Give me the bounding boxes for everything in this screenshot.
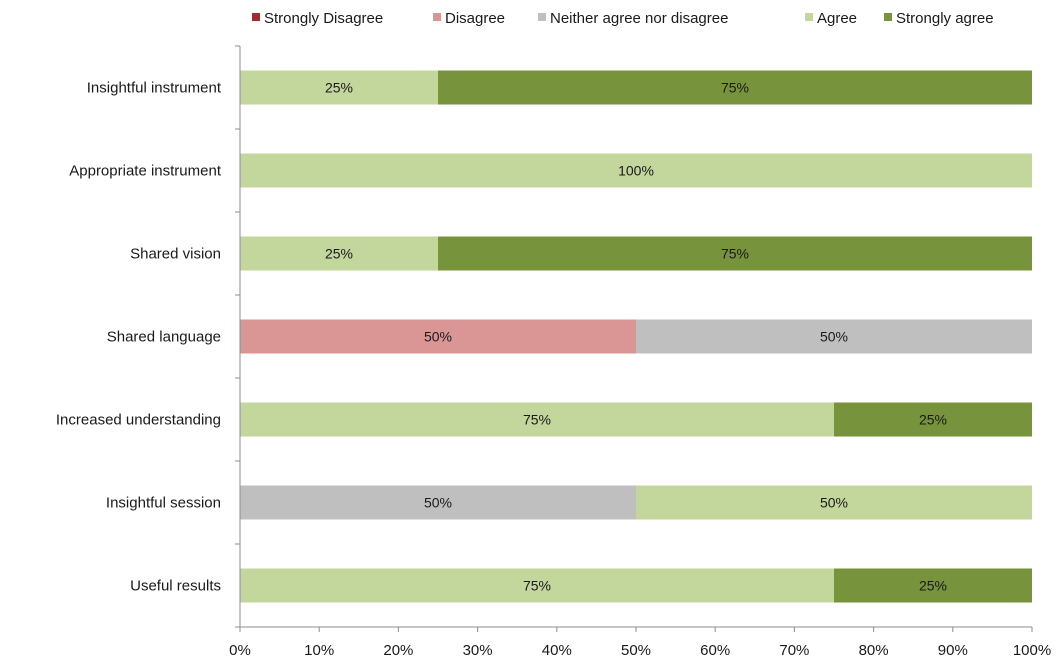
legend-label: Agree: [817, 10, 857, 27]
category-label: Shared vision: [130, 246, 221, 263]
data-label: 50%: [820, 495, 848, 511]
category-label: Shared language: [107, 329, 221, 346]
axes: Insightful instrument Appropriate instrum…: [56, 45, 1051, 659]
category-label: Useful results: [130, 578, 221, 595]
bar-increased-understanding-agree: [240, 402, 834, 437]
legend-label: Strongly Disagree: [264, 10, 383, 27]
x-tick-label: 40%: [542, 642, 572, 659]
data-label: 75%: [721, 80, 749, 96]
bar-shared-language-neither-agree-nor-disagree: [636, 319, 1032, 354]
legend-swatch-neither-agree-nor-disagree: [538, 13, 546, 21]
bar-shared-vision-agree: [240, 236, 438, 271]
data-label: 75%: [523, 412, 551, 428]
data-label: 50%: [424, 329, 452, 345]
bar-shared-vision-strongly-agree: [438, 236, 1032, 271]
data-label: 75%: [523, 578, 551, 594]
x-tick-label: 100%: [1013, 642, 1051, 659]
x-tick-label: 80%: [859, 642, 889, 659]
x-tick-label: 70%: [779, 642, 809, 659]
data-label: 25%: [919, 412, 947, 428]
bar-insightful-session-neither-agree-nor-disagree: [240, 485, 636, 520]
data-label: 25%: [325, 246, 353, 262]
bar-insightful-instrument-strongly-agree: [438, 70, 1032, 105]
legend-label: Strongly agree: [896, 10, 994, 27]
data-label: 100%: [618, 163, 654, 179]
bar-increased-understanding-strongly-agree: [834, 402, 1032, 437]
x-tick-label: 0%: [229, 642, 251, 659]
category-label: Insightful instrument: [87, 80, 222, 97]
data-label: 75%: [721, 246, 749, 262]
x-tick-label: 60%: [700, 642, 730, 659]
x-tick-label: 50%: [621, 642, 651, 659]
x-tick-label: 10%: [304, 642, 334, 659]
category-label: Insightful session: [106, 495, 221, 512]
x-tick-label: 90%: [938, 642, 968, 659]
legend-swatch-strongly-disagree: [252, 13, 260, 21]
legend-label: Disagree: [445, 10, 505, 27]
x-tick-label: 20%: [383, 642, 413, 659]
bar-insightful-session-agree: [636, 485, 1032, 520]
bar-appropriate-instrument-agree: [240, 153, 1032, 188]
category-label: Appropriate instrument: [69, 163, 222, 180]
plot-area: 25% 75% 100% 25% 75% 50% 50% 75% 25% 50% 50% 75% 25%: [240, 70, 1032, 603]
x-tick-label: 30%: [463, 642, 493, 659]
category-label: Increased understanding: [56, 412, 221, 429]
data-label: 50%: [820, 329, 848, 345]
legend-swatch-agree: [805, 13, 813, 21]
data-label: 25%: [919, 578, 947, 594]
legend-swatch-disagree: [433, 13, 441, 21]
bar-useful-results-strongly-agree: [834, 568, 1032, 603]
bar-insightful-instrument-agree: [240, 70, 438, 105]
chart-legend: Strongly Disagree Disagree Neither agree n…: [252, 10, 994, 27]
data-label: 25%: [325, 80, 353, 96]
data-label: 50%: [424, 495, 452, 511]
bar-shared-language-disagree: [240, 319, 636, 354]
bar-useful-results-agree: [240, 568, 834, 603]
legend-swatch-strongly-agree: [884, 13, 892, 21]
legend-label: Neither agree nor disagree: [550, 10, 728, 27]
